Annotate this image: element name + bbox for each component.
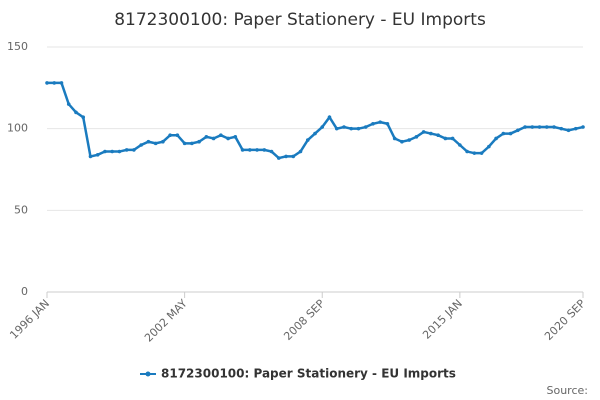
data-point (269, 149, 274, 154)
data-point (407, 138, 411, 142)
data-point (103, 149, 107, 154)
data-point (429, 131, 433, 136)
series-line (47, 81, 584, 160)
data-point (211, 136, 216, 141)
x-tick-label: 2008 SEP (281, 297, 327, 343)
data-point (313, 131, 317, 136)
data-point (342, 125, 346, 129)
data-point (334, 126, 339, 131)
data-point (566, 128, 571, 133)
data-point (284, 154, 288, 159)
data-point (443, 136, 448, 141)
data-point (371, 121, 375, 126)
data-point (363, 125, 368, 129)
data-point (487, 144, 491, 149)
data-point (458, 143, 462, 147)
data-point (573, 126, 578, 131)
x-tick-label: 1996 JAN (7, 297, 52, 342)
data-point (95, 153, 100, 157)
data-point (298, 149, 303, 154)
data-point (465, 149, 469, 154)
data-point (537, 125, 542, 129)
data-point (204, 135, 209, 139)
y-tick-label: 100 (7, 122, 28, 135)
data-point (552, 125, 556, 129)
data-point (276, 156, 281, 160)
data-point (450, 136, 455, 141)
data-point (132, 148, 136, 152)
data-point (146, 139, 151, 144)
data-point (356, 126, 361, 131)
data-point (327, 115, 332, 120)
data-point (226, 136, 230, 141)
y-tick-label: 150 (7, 40, 28, 53)
data-point (305, 138, 310, 142)
data-point (378, 120, 382, 124)
data-point (436, 133, 440, 137)
data-point (501, 131, 506, 136)
x-tick-label: 2015 JAN (420, 297, 465, 342)
data-point (175, 133, 180, 137)
source: Source: (547, 384, 589, 397)
data-point (385, 121, 390, 126)
data-point (110, 149, 114, 154)
data-point (414, 135, 419, 139)
data-point (479, 151, 484, 155)
data-point (255, 148, 259, 152)
data-point (320, 125, 325, 129)
data-point (139, 143, 143, 147)
data-point (530, 125, 535, 129)
data-point (81, 115, 86, 120)
data-point (66, 102, 71, 106)
y-tick-label: 50 (14, 203, 28, 216)
data-point (233, 135, 238, 139)
data-point (197, 139, 201, 144)
data-point (219, 133, 223, 137)
legend-label: 8172300100: Paper Stationery - EU Import… (161, 367, 456, 381)
data-point (248, 148, 252, 152)
data-point (262, 148, 267, 152)
data-point (544, 125, 549, 129)
data-point (52, 81, 57, 85)
data-point (88, 154, 93, 159)
data-point (74, 110, 78, 115)
data-point (291, 154, 296, 159)
data-point (153, 141, 158, 146)
data-point (472, 151, 477, 155)
x-tick-label: 2002 MAY (142, 297, 190, 345)
data-point (516, 128, 520, 133)
chart-title: 8172300100: Paper Stationery - EU Import… (114, 10, 486, 30)
data-point (421, 130, 426, 134)
data-point (581, 125, 585, 129)
data-point (523, 125, 527, 129)
legend-marker (145, 371, 151, 377)
y-tick-label: 0 (21, 285, 28, 298)
data-point (494, 136, 498, 141)
data-point (508, 131, 513, 136)
x-tick-label: 2020 SEP (542, 297, 588, 343)
data-point (349, 126, 354, 131)
data-point (190, 141, 194, 146)
data-point (117, 149, 122, 154)
data-point (45, 81, 49, 85)
data-point (59, 81, 64, 85)
data-point (124, 148, 129, 152)
data-point (400, 139, 404, 144)
data-point (240, 148, 245, 152)
data-point (182, 141, 187, 146)
data-point (161, 139, 165, 144)
data-point (168, 133, 172, 137)
data-point (559, 126, 564, 131)
data-point (392, 136, 397, 141)
